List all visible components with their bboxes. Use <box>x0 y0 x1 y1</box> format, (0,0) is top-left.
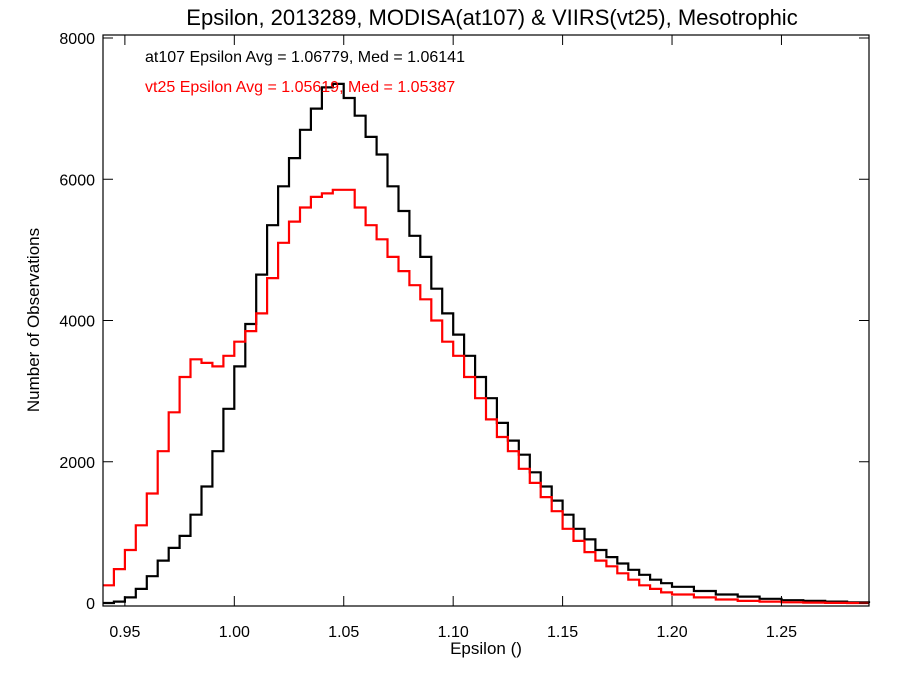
y-tick-label: 4000 <box>59 314 95 331</box>
annotation-vt25: vt25 Epsilon Avg = 1.05619, Med = 1.0538… <box>145 79 455 96</box>
y-tick-label: 0 <box>86 596 95 613</box>
chart-title: Epsilon, 2013289, MODISA(at107) & VIIRS(… <box>186 5 797 30</box>
x-axis: 0.95 1.00 1.05 1.10 1.15 1.20 1.25 <box>109 35 797 641</box>
series-layer <box>103 82 871 605</box>
x-tick-label: 0.95 <box>109 624 140 641</box>
y-axis: 0 2000 4000 6000 8000 <box>59 31 869 613</box>
x-tick-label: 1.20 <box>656 624 687 641</box>
y-tick-label: 2000 <box>59 455 95 472</box>
x-tick-label: 1.10 <box>438 624 469 641</box>
y-tick-label: 6000 <box>59 172 95 189</box>
series-line-1 <box>103 188 869 605</box>
y-axis-label: Number of Observations <box>24 228 43 412</box>
plot-frame <box>102 34 870 607</box>
series-line-0 <box>103 82 871 605</box>
y-tick-label: 8000 <box>59 31 95 48</box>
x-axis-label: Epsilon () <box>450 639 522 658</box>
annotation-at107: at107 Epsilon Avg = 1.06779, Med = 1.061… <box>145 49 465 66</box>
x-tick-label: 1.05 <box>328 624 359 641</box>
x-tick-label: 1.15 <box>547 624 578 641</box>
x-tick-label: 1.25 <box>766 624 797 641</box>
x-tick-label: 1.00 <box>219 624 250 641</box>
